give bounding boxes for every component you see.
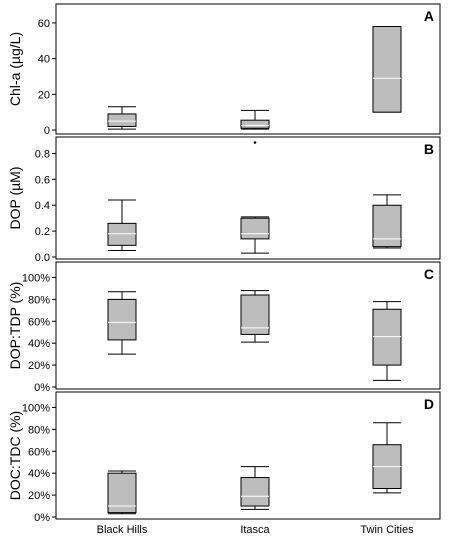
y-tick-label: 0.8 bbox=[35, 148, 50, 160]
y-tick-label: 40% bbox=[28, 338, 50, 350]
iqr-box bbox=[240, 217, 270, 240]
y-tick-label: 20% bbox=[28, 490, 50, 502]
y-tick-label: 20% bbox=[28, 360, 50, 372]
x-tick-label: Itasca bbox=[240, 524, 270, 536]
iqr-box bbox=[107, 298, 137, 341]
iqr-box bbox=[107, 113, 137, 127]
panel-frame bbox=[55, 391, 441, 520]
y-axis-label: DOP:TDP (%) bbox=[7, 282, 23, 370]
panel-label: B bbox=[424, 141, 434, 157]
panel-frame bbox=[55, 261, 441, 390]
y-tick-label: 80% bbox=[28, 424, 50, 436]
y-tick-label: 100% bbox=[22, 272, 50, 284]
y-tick-label: 0.6 bbox=[35, 174, 50, 186]
y-tick-label: 0 bbox=[44, 125, 50, 137]
iqr-box bbox=[107, 472, 137, 514]
x-tick-label: Twin Cities bbox=[360, 524, 414, 536]
y-tick-label: 0.2 bbox=[35, 226, 50, 238]
y-axis-label: Chl-a (µg/L) bbox=[7, 32, 23, 106]
y-tick-label: 0% bbox=[34, 382, 50, 394]
panel-label: A bbox=[424, 8, 434, 24]
iqr-box bbox=[372, 204, 402, 248]
panel-label: D bbox=[424, 396, 434, 412]
y-tick-label: 60% bbox=[28, 316, 50, 328]
iqr-box bbox=[372, 25, 402, 113]
iqr-box bbox=[240, 477, 270, 507]
y-tick-label: 20 bbox=[38, 89, 50, 101]
y-tick-label: 60 bbox=[38, 18, 50, 30]
iqr-box bbox=[240, 119, 270, 129]
x-tick-label: Black Hills bbox=[97, 524, 148, 536]
y-tick-label: 0% bbox=[34, 512, 50, 524]
y-tick-label: 40 bbox=[38, 54, 50, 66]
y-axis-label: DOC:TDC (%) bbox=[7, 411, 23, 500]
y-tick-label: 60% bbox=[28, 446, 50, 458]
iqr-box bbox=[372, 308, 402, 366]
y-tick-label: 0.4 bbox=[35, 200, 50, 212]
panel-label: C bbox=[424, 266, 434, 282]
y-tick-label: 100% bbox=[22, 402, 50, 414]
y-tick-label: 0.0 bbox=[35, 252, 50, 264]
panel-frame bbox=[55, 136, 441, 260]
y-axis-label: DOP (µM) bbox=[7, 166, 23, 229]
outlier-point bbox=[253, 141, 257, 144]
y-tick-label: 80% bbox=[28, 294, 50, 306]
iqr-box bbox=[240, 294, 270, 335]
iqr-box bbox=[107, 222, 137, 246]
panel-frame bbox=[55, 3, 441, 135]
y-tick-label: 40% bbox=[28, 468, 50, 480]
